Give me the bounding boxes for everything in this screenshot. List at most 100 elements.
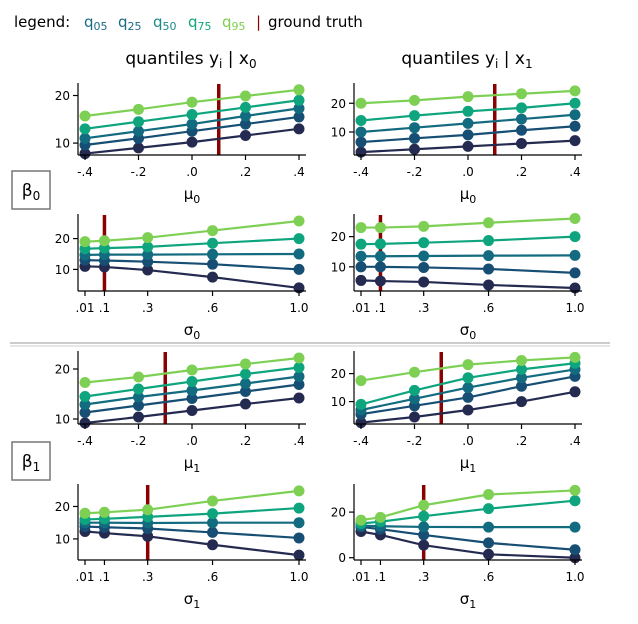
data-point-q25 (569, 267, 581, 279)
y-tick-label: 20 (55, 363, 70, 377)
legend-item-q25: q25 (118, 13, 142, 33)
series-line-q50 (361, 254, 576, 258)
data-point-q75 (293, 94, 305, 106)
x-tick-label: .1 (99, 570, 110, 584)
data-point-q25 (516, 124, 527, 136)
data-point-q75 (240, 368, 251, 380)
panel-b0-sigma-x1: .01 .1 .3 .6 1.0 10 20 σ0 (331, 213, 585, 342)
data-point-q50 (293, 517, 305, 529)
x-tick-label: -.4 (77, 434, 93, 448)
data-point-q05 (569, 135, 581, 147)
x-tick-label: -.2 (407, 434, 423, 448)
y-tick-label: 20 (331, 230, 346, 244)
data-point-q05 (133, 142, 144, 154)
data-point-q50 (79, 132, 91, 144)
x-tick-label: .1 (375, 301, 386, 315)
x-tick-label: -.4 (353, 165, 369, 179)
svg-text:β0: β0 (22, 181, 41, 203)
data-point-q50 (569, 521, 581, 533)
data-point-q95 (569, 484, 581, 496)
data-point-q25 (462, 129, 474, 141)
series-line-q25 (361, 265, 576, 274)
data-point-q95 (462, 91, 474, 103)
x-tick-label: .1 (99, 301, 110, 315)
x-tick-label: .4 (569, 434, 580, 448)
data-point-q05 (142, 264, 154, 276)
data-point-q95 (418, 499, 430, 511)
data-point-q25 (293, 532, 305, 544)
data-point-q95 (79, 236, 91, 248)
data-point-q25 (355, 261, 367, 273)
data-point-q25 (516, 380, 527, 392)
data-point-q95 (409, 94, 420, 106)
x-tick-label: -.4 (77, 165, 93, 179)
x-tick-label: 1.0 (289, 301, 308, 315)
svg-text:β1: β1 (22, 452, 41, 474)
x-axis-label: σ0 (460, 321, 477, 342)
data-point-q75 (186, 109, 198, 121)
data-point-q05 (483, 279, 495, 291)
data-point-q75 (569, 495, 581, 507)
data-point-q05 (79, 417, 91, 429)
data-point-q50 (418, 250, 430, 262)
y-tick-label: 10 (331, 395, 346, 409)
data-point-q05 (79, 148, 91, 160)
legend-separator: | (256, 13, 261, 31)
series-line-q75 (360, 499, 576, 525)
data-point-q05 (355, 274, 367, 286)
data-point-q25 (293, 111, 305, 123)
data-point-q95 (355, 222, 367, 234)
data-point-q95 (98, 506, 110, 518)
data-point-q95 (462, 359, 474, 371)
data-point-q95 (293, 84, 305, 96)
data-point-q95 (240, 90, 251, 102)
data-point-q75 (462, 105, 474, 117)
data-point-q25 (79, 407, 91, 418)
data-point-q50 (516, 372, 527, 384)
data-point-q05 (240, 398, 251, 410)
data-point-q05 (409, 411, 420, 423)
data-point-q75 (293, 502, 305, 514)
row-label-box (11, 170, 51, 210)
data-point-q25 (207, 526, 219, 538)
x-tick-label: -.2 (131, 165, 147, 179)
x-axis-label: σ0 (184, 321, 201, 342)
data-point-q75 (418, 237, 430, 249)
data-point-q95 (569, 351, 581, 363)
legend-prefix: legend: (14, 13, 70, 31)
data-point-q25 (240, 386, 251, 397)
data-point-q25 (409, 132, 420, 144)
data-point-q50 (293, 371, 305, 382)
y-tick-label: 10 (55, 413, 70, 427)
series-line-q05 (360, 530, 576, 559)
x-tick-label: .2 (240, 165, 251, 179)
data-point-q75 (483, 503, 495, 515)
x-tick-label: .4 (569, 165, 580, 179)
data-point-q75 (293, 233, 305, 245)
data-point-q95 (483, 489, 495, 501)
series-line-q95 (84, 219, 300, 243)
data-point-q95 (142, 504, 154, 516)
data-point-q95 (293, 215, 305, 227)
data-point-q95 (355, 97, 367, 109)
series-line-q50 (360, 524, 575, 529)
x-tick-label: .01 (75, 570, 94, 584)
data-point-q50 (142, 249, 154, 261)
panel-b0-mu-x0: -.4 -.2 .0 .2 .4 10 20 μ0 (55, 83, 306, 206)
data-point-q75 (355, 398, 367, 410)
data-point-q05 (355, 417, 367, 429)
x-axis-label: σ1 (184, 590, 201, 611)
legend: legend: q05 q25 q50 q75 q95 | ground tru… (14, 13, 363, 33)
data-point-q95 (418, 220, 430, 232)
data-point-q95 (240, 358, 251, 370)
data-point-q50 (569, 109, 581, 121)
data-point-q75 (79, 391, 91, 402)
data-point-q05 (207, 271, 219, 283)
data-point-q75 (462, 372, 474, 384)
data-point-q50 (355, 250, 367, 262)
data-point-q25 (374, 261, 386, 273)
y-tick-label: 10 (331, 126, 346, 140)
data-point-q50 (569, 249, 581, 261)
data-point-q95 (374, 222, 386, 234)
